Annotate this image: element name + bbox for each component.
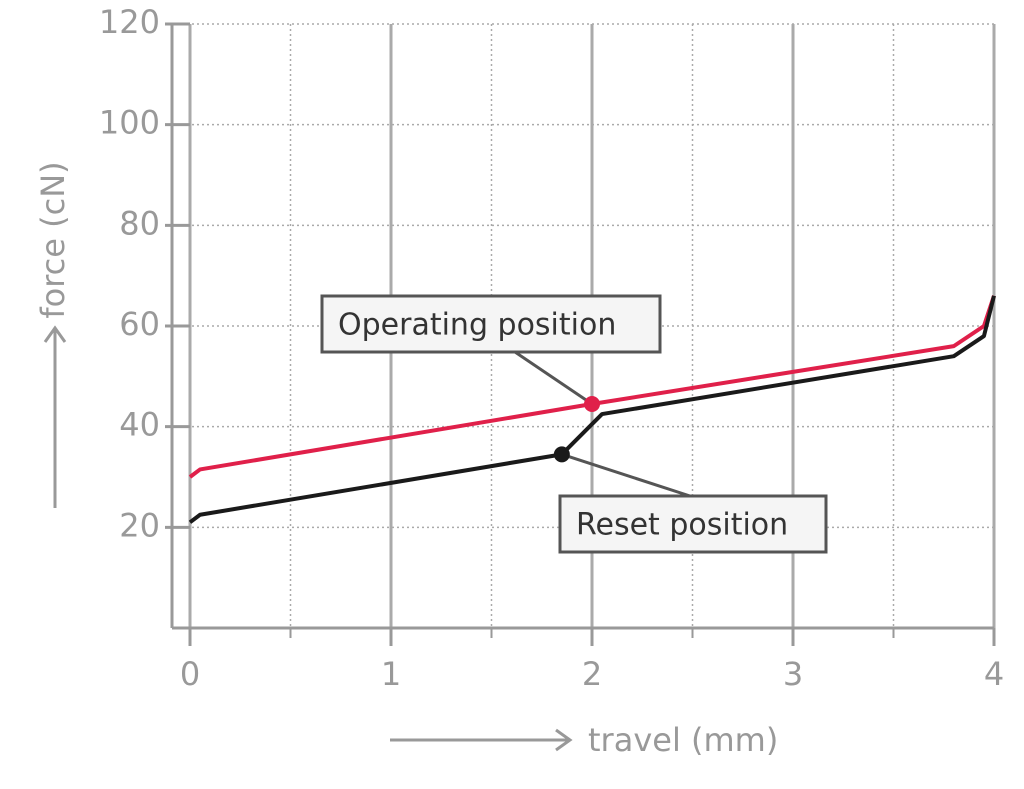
point-marker bbox=[553, 446, 570, 463]
callout-label: Reset position bbox=[576, 508, 788, 543]
leader-line bbox=[514, 350, 593, 406]
y-axis-title: force (cN) bbox=[34, 161, 72, 508]
x-tick-label: 0 bbox=[180, 655, 200, 693]
y-tick-label: 40 bbox=[119, 406, 160, 444]
y-tick-label: 20 bbox=[119, 506, 160, 544]
y-tick-label: 80 bbox=[119, 204, 160, 242]
x-tick-label: 4 bbox=[984, 655, 1004, 693]
callout-box bbox=[320, 294, 662, 354]
y-tick-label: 100 bbox=[99, 104, 160, 142]
series-line bbox=[188, 295, 996, 479]
x-tick-label: 2 bbox=[582, 655, 602, 693]
x-tick-label: 1 bbox=[381, 655, 401, 693]
x-axis-title: travel (mm) bbox=[390, 721, 778, 759]
x-tick-label: 3 bbox=[783, 655, 803, 693]
arrow-head bbox=[555, 728, 573, 752]
point-marker bbox=[584, 396, 600, 413]
callout-label: Operating position bbox=[338, 308, 616, 343]
y-tick-label: 120 bbox=[99, 3, 160, 41]
leader-line bbox=[561, 452, 691, 498]
y-tick-label: 60 bbox=[119, 305, 160, 343]
y-axis-label: force (cN) bbox=[34, 161, 72, 318]
series-line bbox=[188, 295, 996, 524]
x-axis-label: travel (mm) bbox=[588, 721, 778, 759]
callout-box bbox=[558, 494, 828, 554]
arrow-head bbox=[43, 325, 67, 343]
